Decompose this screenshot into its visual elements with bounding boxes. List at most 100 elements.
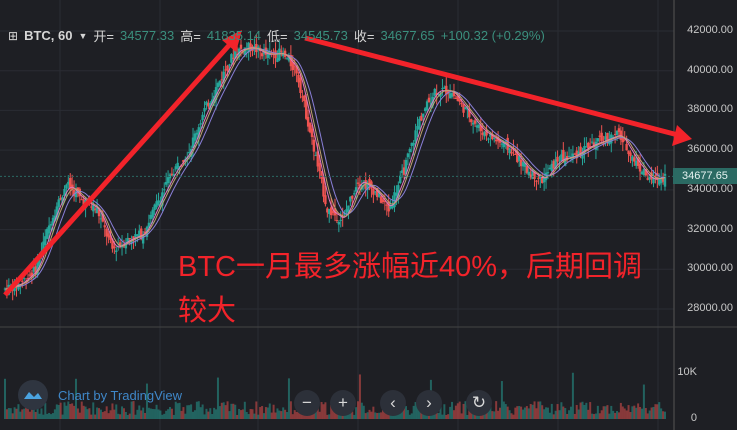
scroll-right-button[interactable]: › (416, 390, 442, 416)
volume-bar (318, 411, 321, 419)
volume-bar (209, 408, 212, 419)
volume-bar (4, 378, 6, 419)
volume-bar (376, 412, 379, 419)
volume-bar (523, 407, 526, 419)
volume-bar (274, 412, 277, 419)
volume-bar (73, 405, 76, 419)
candle-body (577, 151, 580, 155)
y-tick-label: 42000.00 (687, 24, 733, 36)
candle-body (590, 141, 594, 143)
volume-bar (132, 401, 135, 419)
volume-bar (155, 404, 158, 419)
volume-bar (512, 414, 515, 419)
volume-bar (23, 408, 26, 419)
volume-bar (84, 406, 87, 419)
zoom-in-button[interactable]: + (330, 390, 356, 416)
candle-body (312, 139, 316, 152)
symbol-selector[interactable]: BTC, 60 (24, 28, 73, 43)
chevron-down-icon[interactable]: ▼ (78, 30, 88, 41)
candle-body (67, 181, 70, 185)
candle-body (644, 169, 648, 176)
candle-body (579, 146, 582, 154)
moving-average-line (4, 47, 666, 290)
y-tick-label: 28000.00 (687, 302, 733, 314)
candle-body (47, 225, 51, 234)
candle-body (521, 162, 525, 167)
candle-body (266, 51, 270, 58)
volume-bar (564, 408, 567, 419)
volume-bar (215, 409, 218, 419)
candle-body (481, 132, 484, 135)
candle-body (635, 160, 638, 166)
candle-body (201, 114, 204, 121)
candle-body (278, 48, 281, 61)
volume-bar (516, 406, 519, 419)
last-price-label: 34677.65 (673, 168, 737, 184)
low-label: 低= (267, 29, 288, 44)
zoom-out-button[interactable]: − (294, 390, 320, 416)
volume-bar (594, 413, 597, 419)
candle-body (115, 250, 118, 253)
volume-bar (648, 410, 651, 419)
volume-bar (25, 405, 28, 419)
candle-body (500, 143, 504, 145)
candle-body (650, 172, 653, 180)
volume-bar (527, 408, 530, 419)
volume-bar (324, 402, 327, 419)
volume-bar (17, 404, 20, 419)
candle-body (230, 54, 233, 63)
candle-body (562, 149, 565, 162)
volume-bar (163, 413, 166, 419)
candle-body (318, 163, 321, 172)
volume-bar (604, 406, 607, 419)
volume-bar (140, 410, 143, 419)
reset-chart-button[interactable]: ↻ (466, 390, 492, 416)
candle-body (387, 201, 390, 212)
volume-bar (412, 405, 415, 419)
volume-bar (443, 404, 446, 419)
candle-body (633, 157, 636, 162)
volume-bar (537, 401, 540, 419)
volume-bar (284, 409, 287, 419)
volume-bar (293, 410, 296, 419)
volume-bar (466, 414, 469, 419)
scroll-left-button[interactable]: ‹ (380, 390, 406, 416)
volume-bar (34, 411, 37, 419)
volume-bar (268, 403, 271, 419)
candle-body (111, 239, 114, 249)
volume-bar (234, 404, 237, 419)
volume-bar (115, 404, 118, 419)
candle-body (433, 88, 436, 96)
candle-body (452, 91, 456, 97)
volume-bar (642, 384, 645, 419)
candle-body (199, 123, 202, 125)
candle-body (174, 166, 177, 170)
candle-body (260, 53, 264, 57)
candle-body (105, 228, 108, 237)
tradingview-branding[interactable]: Chart by TradingView (18, 380, 182, 410)
layout-icon[interactable]: ⊞ (8, 28, 19, 43)
candle-body (377, 192, 381, 197)
volume-bar (445, 414, 448, 419)
volume-bar (408, 414, 411, 419)
candle-body (32, 266, 35, 272)
candle-body (22, 278, 26, 280)
branding-text: Chart by TradingView (58, 387, 183, 403)
volume-bar (504, 404, 507, 419)
volume-tick-label: 10K (677, 366, 697, 378)
open-label: 开= (93, 29, 114, 44)
candle-body (143, 231, 147, 234)
candle-body (28, 274, 32, 276)
candle-body (454, 98, 458, 100)
candle-body (379, 196, 383, 203)
volume-bar (525, 406, 528, 419)
candle-body (537, 177, 540, 179)
volume-bar (556, 404, 559, 419)
candle-body (239, 44, 243, 49)
candle-body (107, 233, 110, 238)
volume-bar (142, 407, 145, 419)
volume-bar (241, 409, 244, 419)
volume-bar (96, 407, 99, 419)
volume-bar (188, 405, 191, 419)
